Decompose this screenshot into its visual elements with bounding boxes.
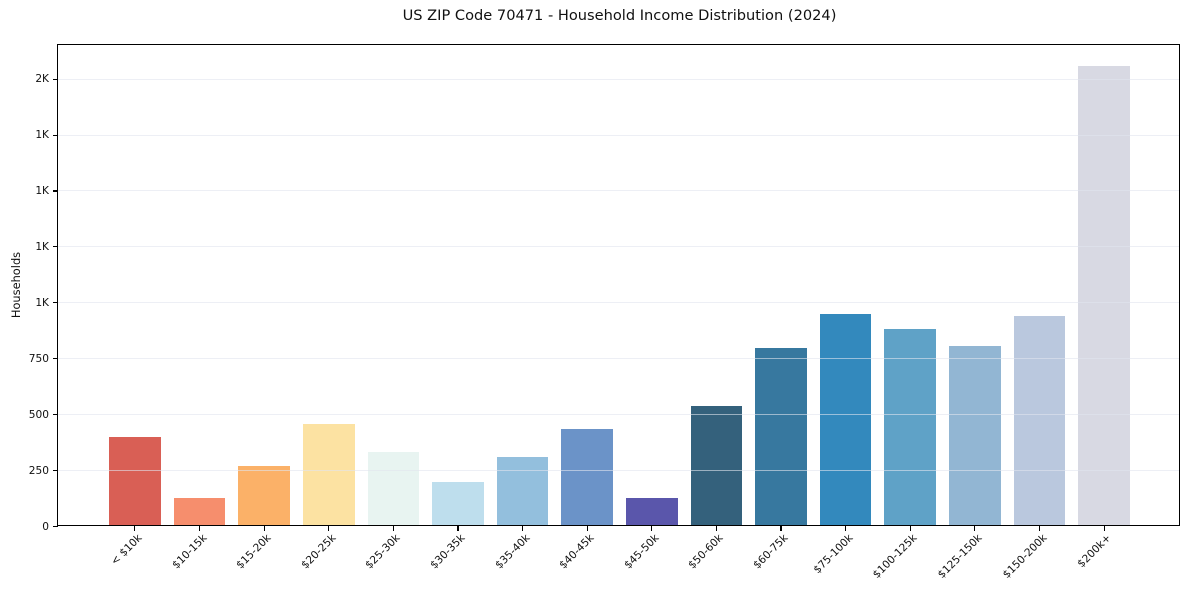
- y-tick-label: 1K: [35, 129, 49, 141]
- y-tick-label: 0: [42, 520, 49, 533]
- x-tick-mark: [909, 526, 911, 531]
- y-tick-mark: [53, 526, 58, 528]
- x-tick-mark: [522, 526, 524, 531]
- y-tick-label: 1K: [35, 184, 49, 197]
- y-tick-mark: [53, 302, 58, 304]
- gridline-1250: [58, 246, 1179, 248]
- y-tick-mark: [53, 358, 58, 360]
- bar-$100-125k: [884, 329, 937, 526]
- gridline-1500: [58, 190, 1179, 192]
- plot-border: [57, 44, 1180, 526]
- bar-$75-100k: [819, 313, 872, 526]
- y-tick-label: 1K: [35, 240, 49, 253]
- bar-< $10k: [109, 436, 161, 526]
- y-tick-mark: [53, 78, 58, 80]
- bar-$35-40k: [496, 456, 549, 526]
- x-tick-mark: [392, 526, 394, 531]
- y-tick-mark: [53, 414, 58, 416]
- bar-$10-15k: [173, 498, 226, 526]
- bar-$15-20k: [238, 465, 290, 526]
- bar-$125-150k: [949, 345, 1001, 526]
- x-tick-mark: [845, 526, 847, 531]
- y-tick-label: 500: [28, 408, 49, 421]
- bar-$25-30k: [367, 452, 420, 526]
- gridline-1750: [58, 134, 1179, 136]
- y-tick-mark: [53, 134, 58, 136]
- x-tick-label: < $10k: [108, 532, 145, 568]
- gridline-750: [58, 358, 1179, 360]
- x-tick-mark: [328, 526, 330, 531]
- x-tick-mark: [974, 526, 976, 531]
- gridline-1000: [58, 302, 1179, 304]
- x-tick-mark: [780, 526, 782, 531]
- x-tick-mark: [198, 526, 201, 531]
- y-tick-label: 250: [28, 464, 49, 477]
- y-tick-label: 750: [28, 352, 49, 365]
- y-tick-mark: [53, 470, 58, 472]
- gridline-250: [58, 470, 1179, 472]
- gridline-2000: [58, 78, 1179, 80]
- bar-$40-45k: [561, 428, 613, 526]
- x-tick-mark: [651, 526, 653, 531]
- bar-$60-75k: [755, 348, 807, 526]
- y-tick-mark: [53, 246, 58, 248]
- y-tick-label: 2K: [35, 73, 49, 86]
- chart-title: US ZIP Code 70471 - Household Income Dis…: [402, 7, 837, 24]
- x-tick-mark: [1103, 526, 1105, 531]
- x-tick-mark: [134, 526, 136, 531]
- x-tick-mark: [1038, 526, 1041, 531]
- y-tick-label: 1K: [35, 296, 49, 309]
- x-tick-mark: [457, 526, 459, 531]
- x-tick-mark: [715, 526, 717, 531]
- bar-$150-200k: [1013, 315, 1066, 526]
- bar-$20-25k: [302, 424, 355, 526]
- x-tick-mark: [586, 526, 588, 531]
- y-tick-mark: [53, 190, 58, 192]
- bar-$200k+: [1078, 66, 1130, 526]
- x-tick-mark: [263, 526, 265, 531]
- gridline-500: [58, 414, 1179, 416]
- bar-$30-35k: [432, 482, 484, 526]
- bar-$50-60k: [690, 406, 743, 526]
- bar-$45-50k: [626, 498, 678, 526]
